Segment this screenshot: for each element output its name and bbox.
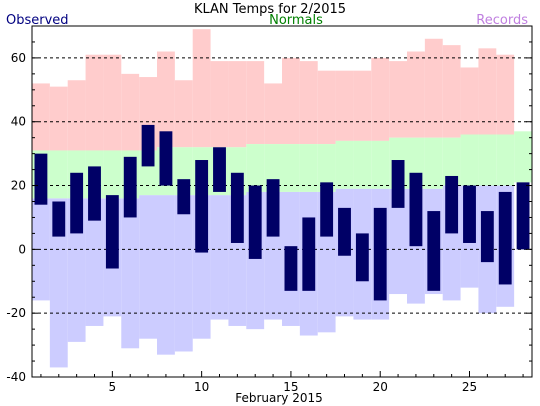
x-tick-label: 20: [373, 380, 388, 394]
observed-bar: [427, 211, 441, 291]
observed-bar: [141, 124, 155, 167]
normal-band: [442, 137, 461, 186]
observed-bar: [409, 172, 423, 247]
record-high-band: [460, 67, 479, 135]
record-high-band: [67, 80, 86, 151]
y-tick-label: 0: [18, 242, 26, 256]
observed-bar: [88, 166, 101, 221]
observed-bar: [195, 160, 209, 253]
record-high-band: [192, 29, 211, 148]
legend-observed: Observed: [6, 13, 69, 28]
normal-band: [246, 144, 265, 192]
normal-band: [460, 134, 479, 186]
observed-bar: [480, 211, 494, 263]
record-high-band: [353, 70, 372, 141]
y-axis: -40 -20 0 20 40 60: [6, 25, 532, 384]
normal-band: [282, 144, 300, 192]
record-low-band: [139, 195, 157, 339]
observed-bar: [52, 201, 66, 237]
record-high-band: [228, 61, 247, 148]
observed-bars: [34, 124, 530, 301]
record-high-band: [282, 57, 300, 145]
x-tick-label: 5: [109, 380, 117, 394]
observed-bar: [105, 195, 119, 269]
normal-band: [299, 144, 318, 192]
record-high-band: [371, 57, 390, 141]
record-high-band: [210, 61, 229, 148]
record-range-bands: [32, 29, 515, 151]
normal-band: [424, 137, 443, 189]
record-high-band: [407, 51, 425, 138]
normal-band: [371, 140, 390, 189]
legend-normals: Normals: [269, 13, 323, 28]
record-high-band: [335, 70, 354, 141]
record-high-band: [424, 38, 443, 138]
observed-bar: [320, 182, 334, 237]
observed-bar: [159, 131, 173, 186]
record-low-band: [121, 198, 140, 349]
record-high-band: [496, 54, 515, 135]
normal-band: [317, 144, 336, 192]
observed-bar: [230, 172, 244, 243]
record-low-band: [85, 198, 104, 326]
normal-band: [353, 140, 372, 189]
observed-bar: [391, 160, 405, 208]
x-tick-label: 10: [194, 380, 209, 394]
record-low-band: [389, 188, 407, 295]
y-tick-label: -40: [6, 370, 26, 384]
record-high-band: [85, 54, 104, 151]
chart-title: KLAN Temps for 2/2015: [194, 2, 346, 17]
observed-bar: [248, 185, 262, 259]
y-tick-label: -20: [6, 306, 26, 320]
record-high-band: [389, 61, 407, 138]
record-high-band: [299, 61, 318, 145]
observed-bar: [213, 147, 226, 192]
record-low-band: [157, 195, 175, 355]
normal-band: [335, 140, 354, 189]
record-high-band: [317, 70, 336, 145]
observed-bar: [516, 182, 530, 250]
observed-bar: [445, 175, 459, 234]
observed-bar: [463, 185, 476, 243]
observed-bar: [284, 246, 298, 291]
record-low-band: [174, 195, 193, 352]
record-high-band: [49, 86, 68, 151]
normal-band: [478, 134, 497, 186]
observed-bar: [373, 207, 387, 301]
record-high-band: [103, 54, 122, 151]
observed-bar: [498, 191, 512, 285]
observed-bar: [338, 207, 351, 256]
observed-bar: [34, 153, 48, 205]
record-low-band: [49, 198, 68, 368]
record-low-band: [67, 198, 86, 342]
observed-bar: [266, 179, 280, 237]
normal-band: [514, 131, 532, 183]
record-high-band: [246, 61, 265, 145]
record-low-band: [210, 195, 229, 320]
record-high-band: [157, 51, 175, 148]
record-high-band: [174, 80, 193, 148]
x-tick-label: 15: [283, 380, 298, 394]
observed-bar: [355, 233, 369, 282]
normal-band: [49, 150, 68, 199]
observed-bar: [123, 156, 137, 218]
x-axis: 5 10 15 20 25: [40, 371, 524, 394]
record-high-band: [264, 83, 282, 145]
x-tick-label: 25: [462, 380, 477, 394]
y-tick-label: 40: [11, 115, 26, 129]
observed-bar: [177, 179, 191, 215]
record-high-band: [478, 48, 497, 135]
legend-records: Records: [476, 13, 528, 28]
normal-band: [496, 134, 515, 186]
record-high-band: [121, 73, 140, 151]
y-tick-label: 20: [11, 179, 26, 193]
normal-band: [103, 150, 122, 199]
record-high-band: [442, 45, 461, 138]
x-axis-label: February 2015: [235, 391, 323, 405]
record-high-band: [32, 83, 50, 151]
observed-bar: [70, 172, 84, 234]
y-tick-label: 60: [11, 51, 26, 65]
observed-bar: [302, 217, 316, 291]
